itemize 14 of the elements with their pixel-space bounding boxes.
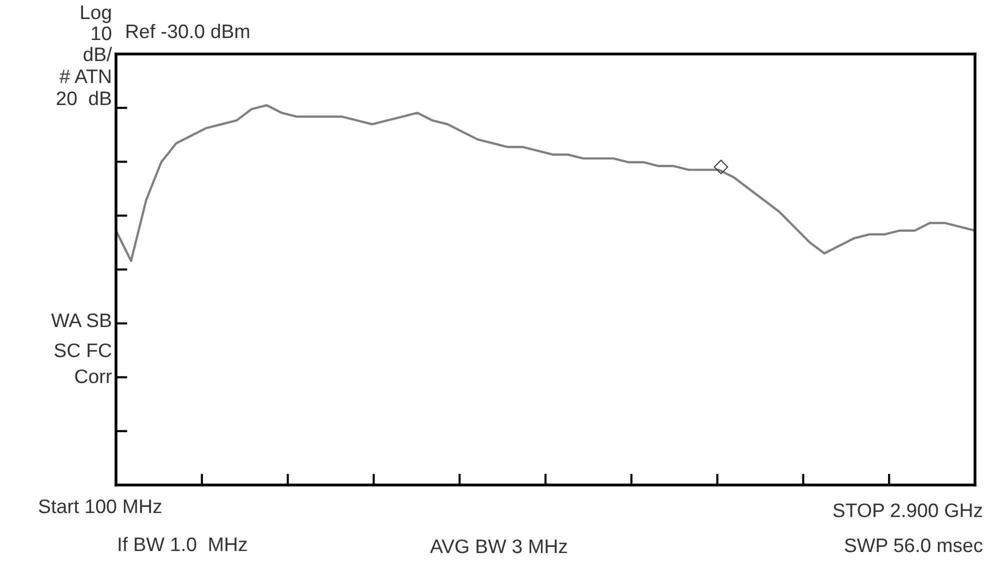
- text: 20 dB: [56, 90, 111, 106]
- text: SC FC: [54, 343, 112, 358]
- text: STOP 2.900 GHz: [833, 503, 982, 518]
- text: Start 100 MHz: [38, 499, 162, 514]
- text: SWP 56.0 msec: [844, 538, 982, 552]
- text: WA SB: [51, 313, 111, 328]
- text: # ATN: [59, 70, 110, 84]
- text: 10: [92, 26, 112, 40]
- text: Corr: [75, 369, 112, 384]
- text: Log: [81, 6, 111, 24]
- text: Ref -30.0 dBm: [126, 24, 250, 38]
- text: AVG BW 3 MHz: [430, 539, 567, 554]
- text: If BW 1.0 MHz: [118, 536, 247, 552]
- text: dB/: [84, 46, 112, 62]
